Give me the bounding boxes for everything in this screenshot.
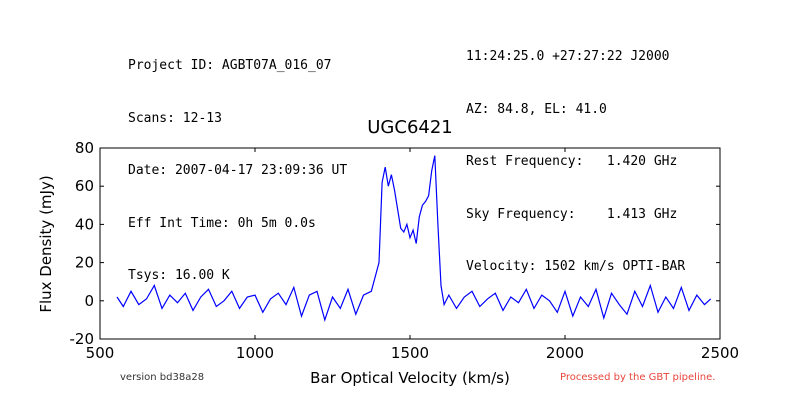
y-tick-label: 40 (75, 215, 94, 233)
y-tick-label: 20 (75, 254, 94, 272)
pipeline-text: Processed by the GBT pipeline. (560, 372, 715, 383)
coordinates: 11:24:25.0 +27:27:22 J2000 (466, 49, 670, 64)
az-el: AZ: 84.8, EL: 41.0 (466, 101, 607, 117)
x-tick-label: 1000 (236, 344, 274, 362)
date: Date: 2007-04-17 23:09:36 UT (128, 163, 348, 178)
tsys: Tsys: 16.00 K (128, 268, 230, 283)
x-tick-label: 500 (86, 344, 115, 362)
plot-axes: 500 1000 1500 2000 2500 -20 0 20 40 60 80 (70, 139, 740, 362)
version-text: version bd38a28 (120, 372, 204, 383)
eff-int-time: Eff Int Time: 0h 5m 0.0s (128, 215, 316, 231)
scans: Scans: 12-13 (128, 110, 222, 126)
rest-frequency: Rest Frequency: 1.420 GHz (466, 154, 678, 169)
y-tick-label: 80 (75, 139, 94, 157)
y-tick-label: 60 (75, 177, 94, 195)
series-line (116, 155, 712, 322)
y-tick-label: 0 (84, 292, 94, 310)
observation-info-right: 11:24:25.0 +27:27:22 J2000 AZ: 84.8, EL:… (466, 13, 685, 293)
plot-frame (99, 147, 721, 340)
chart-title: UGC6421 (367, 117, 453, 138)
x-tick-label: 2000 (546, 344, 584, 362)
velocity: Velocity: 1502 km/s OPTI-BAR (466, 259, 686, 274)
sky-frequency: Sky Frequency: 1.413 GHz (466, 206, 678, 222)
y-tick-label: -20 (70, 330, 95, 348)
project-id: Project ID: AGBT07A_016_07 (128, 58, 332, 73)
x-axis-label: Bar Optical Velocity (km/s) (310, 369, 510, 387)
x-tick-label: 2500 (701, 344, 739, 362)
observation-info-left: Project ID: AGBT07A_016_07 Scans: 12-13 … (128, 22, 347, 302)
y-axis-label: Flux Density (mJy) (37, 175, 55, 312)
x-tick-label: 1500 (391, 344, 429, 362)
